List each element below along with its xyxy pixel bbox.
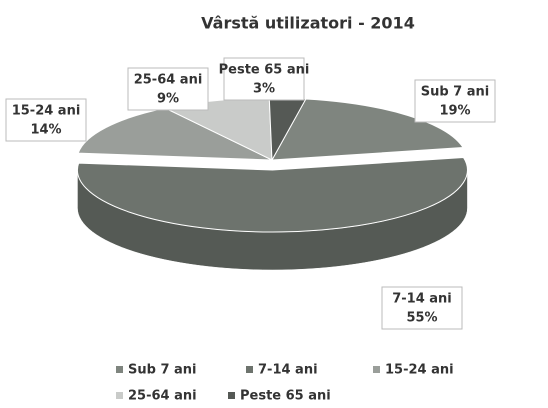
data-label-box — [223, 57, 305, 101]
legend-marker — [228, 392, 235, 399]
data-label-box — [414, 79, 496, 123]
data-label: Sub 7 ani 19% — [414, 79, 496, 123]
data-label-name: 25-64 ani — [134, 73, 203, 88]
data-label-box — [381, 286, 463, 330]
data-label-value: 19% — [439, 104, 470, 119]
slice — [76, 157, 468, 233]
data-label: 15-24 ani 14% — [5, 98, 87, 142]
data-label-value: 3% — [253, 82, 275, 97]
data-label-name: Sub 7 ani — [421, 85, 490, 100]
data-label-value: 9% — [157, 92, 179, 107]
legend-marker — [116, 366, 123, 373]
data-label-value: 55% — [406, 311, 437, 326]
legend-label: 15-24 ani — [385, 363, 454, 378]
data-label-value: 14% — [30, 123, 61, 138]
legend-label: Peste 65 ani — [240, 389, 331, 404]
data-label: 7-14 ani 55% — [381, 286, 463, 330]
data-label-name: 15-24 ani — [12, 104, 81, 119]
data-label-name: 7-14 ani — [392, 292, 452, 307]
data-label: 25-64 ani 9% — [127, 67, 209, 111]
legend-marker — [373, 366, 380, 373]
data-label-box — [5, 98, 87, 142]
legend-label: 25-64 ani — [128, 389, 197, 404]
legend-marker — [246, 366, 253, 373]
data-label: Peste 65 ani 3% — [219, 57, 310, 101]
data-label-box — [127, 67, 209, 111]
legend-marker — [116, 392, 123, 399]
legend-label: Sub 7 ani — [128, 363, 197, 378]
legend-label: 7-14 ani — [258, 363, 318, 378]
chart-title: Vârstă utilizatori - 2014 — [201, 14, 415, 33]
slice — [77, 107, 273, 161]
slice — [271, 98, 464, 161]
data-label-name: Peste 65 ani — [219, 63, 310, 78]
